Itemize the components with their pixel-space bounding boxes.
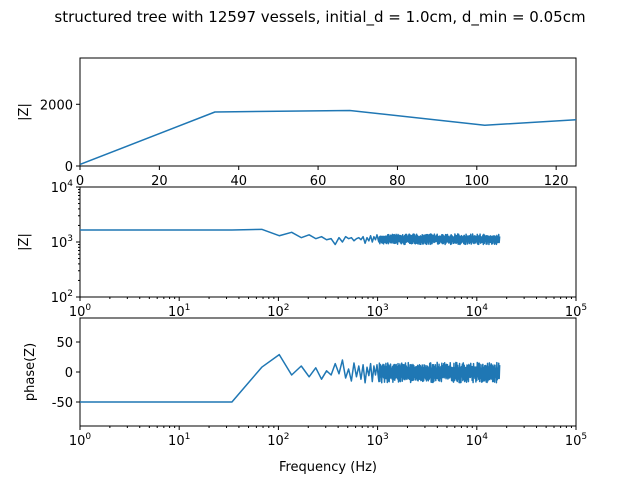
x-tick-label: 102 <box>267 303 289 320</box>
plot-frame <box>79 186 577 298</box>
series-line-1 <box>80 353 501 403</box>
x-tick-label: 60 <box>310 174 327 189</box>
series-line-1 <box>80 109 576 166</box>
y-axis-label: |Z| <box>17 233 32 251</box>
y-tick-label: -50 <box>52 396 73 411</box>
x-tick-label: 102 <box>267 432 289 449</box>
y-axis-label: phase(Z) <box>23 343 38 401</box>
figure-title: structured tree with 12597 vessels, init… <box>54 8 585 27</box>
x-axis-label: Frequency (Hz) <box>279 460 377 475</box>
y-tick-label: 0 <box>65 366 73 381</box>
x-tick-label: 101 <box>168 303 190 320</box>
x-tick-label: 103 <box>366 303 388 320</box>
x-tick-label: 40 <box>230 174 247 189</box>
x-tick-label: 101 <box>168 432 190 449</box>
y-axis-label: |Z| <box>17 103 32 121</box>
x-tick-label: 105 <box>565 303 587 320</box>
x-tick-label: 100 <box>69 432 92 449</box>
x-tick-label: 100 <box>69 303 92 320</box>
x-tick-label: 104 <box>466 432 489 449</box>
x-tick-label: 80 <box>389 174 406 189</box>
chart-panel-3: 100 101 102 103 104 105 -50 0 50 phase(Z) Frequenc… <box>23 317 587 475</box>
x-tick-label: 103 <box>366 432 388 449</box>
y-tick-label: 50 <box>56 336 73 351</box>
y-tick-label: 104 <box>51 179 74 196</box>
y-tick-label: 103 <box>51 234 73 251</box>
chart-panel-2: 100 101 102 103 104 105 102 103 104 |Z| <box>17 179 587 320</box>
y-tick-label: 102 <box>51 289 73 306</box>
x-tick-label: 104 <box>466 303 489 320</box>
x-tick-label: 100 <box>464 174 489 189</box>
chart-panel-1: 0 20 40 60 80 100 120 0 2000 |Z| <box>17 57 577 189</box>
series-line-1 <box>80 228 501 246</box>
x-tick-label: 120 <box>544 174 569 189</box>
plot-frame <box>79 57 577 167</box>
x-tick-label: 105 <box>565 432 587 449</box>
y-tick-label: 0 <box>65 160 73 175</box>
y-tick-label: 2000 <box>40 98 73 113</box>
x-tick-label: 0 <box>76 174 84 189</box>
x-tick-label: 20 <box>151 174 168 189</box>
